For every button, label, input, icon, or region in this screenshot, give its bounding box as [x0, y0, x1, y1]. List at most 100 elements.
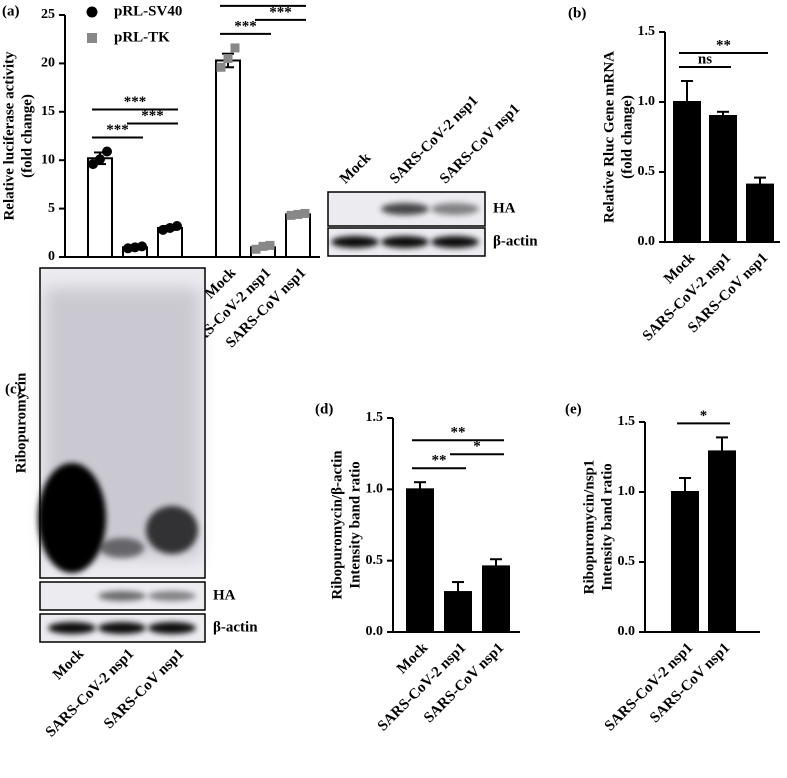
- band: [98, 622, 146, 634]
- bar: [708, 450, 736, 633]
- y-tick-label: 1.0: [366, 482, 384, 497]
- significance-label: **: [451, 425, 466, 441]
- data-point: [293, 209, 303, 219]
- panel-label: (c): [5, 381, 22, 397]
- blot-bands: [38, 288, 200, 573]
- panel-label: (d): [315, 401, 333, 417]
- row-label: β-actin: [213, 619, 258, 635]
- y-tick-label: 0.5: [638, 164, 656, 179]
- data-point: [102, 146, 112, 157]
- data-point: [230, 43, 240, 53]
- band: [98, 591, 146, 601]
- bar: [709, 115, 737, 243]
- y-tick-label: 1.5: [618, 414, 636, 429]
- data-point: [300, 208, 310, 218]
- band: [148, 591, 196, 601]
- bar: [746, 183, 774, 244]
- row-label: Ribopuromycin: [13, 372, 29, 473]
- y-axis-label: Ribopuromycin/nsp1: [581, 460, 597, 595]
- row-label: β-actin: [493, 233, 538, 249]
- y-axis-label: Intensity band ratio: [347, 461, 363, 589]
- bar: [482, 565, 510, 634]
- blot-bands: [98, 591, 196, 601]
- lane-label: Mock: [337, 150, 375, 188]
- y-axis-label: Intensity band ratio: [599, 463, 615, 591]
- y-tick-label: 1.5: [366, 410, 384, 425]
- band: [38, 463, 106, 573]
- y-tick-label: 1.0: [618, 484, 636, 499]
- significance-label: ns: [698, 51, 712, 67]
- data-point: [95, 154, 105, 165]
- band: [146, 506, 198, 554]
- y-tick-label: 1.0: [638, 94, 656, 109]
- data-point: [258, 241, 268, 251]
- legend-label: pRL-TK: [114, 29, 170, 45]
- row-label: HA: [213, 587, 236, 603]
- significance-label: ***: [106, 122, 129, 138]
- band: [381, 203, 429, 215]
- y-axis-label: (fold change): [619, 95, 635, 179]
- data-point: [223, 54, 233, 64]
- y-axis-label: Ribopuromycin/β-actin: [329, 450, 345, 600]
- lane-label: Mock: [50, 645, 88, 683]
- legend-marker: [86, 6, 98, 18]
- band: [148, 622, 196, 634]
- bar: [673, 101, 701, 243]
- significance-label: ***: [252, 0, 275, 6]
- significance-label: ***: [234, 18, 257, 34]
- data-point: [265, 240, 275, 250]
- bar: [671, 491, 699, 633]
- bar: [215, 59, 241, 258]
- y-tick-label: 20: [41, 56, 55, 71]
- significance-label: ***: [124, 94, 147, 110]
- band: [431, 236, 479, 248]
- y-axis-label: (fold change): [19, 94, 35, 178]
- band: [381, 236, 429, 248]
- significance-label: ***: [141, 108, 164, 124]
- data-point: [216, 62, 226, 72]
- y-tick-label: 0.5: [618, 554, 636, 569]
- data-point: [137, 241, 147, 252]
- bar: [444, 591, 472, 634]
- y-axis-label: Relative luciferase activity: [1, 51, 17, 221]
- band: [331, 236, 379, 248]
- significance-label: ***: [269, 4, 292, 20]
- band: [48, 622, 96, 634]
- band: [100, 538, 144, 558]
- blot-bands: [381, 203, 479, 215]
- significance-label: *: [473, 439, 481, 455]
- y-tick-label: 0: [48, 249, 55, 264]
- bar: [87, 157, 113, 259]
- panel-label: (b): [568, 5, 586, 21]
- y-tick-label: 1.5: [638, 24, 656, 39]
- panel-label: (a): [2, 3, 20, 19]
- bar: [285, 213, 311, 259]
- band: [431, 203, 479, 215]
- y-tick-label: 25: [41, 7, 55, 22]
- y-tick-label: 10: [41, 152, 55, 167]
- data-point: [251, 244, 261, 254]
- panel-label: (e): [565, 401, 582, 417]
- data-point: [286, 210, 296, 220]
- y-axis-label: Relative Rluc Gene mRNA: [601, 51, 617, 223]
- y-tick-label: 0.0: [638, 234, 656, 249]
- legend-label: pRL-SV40: [114, 3, 182, 19]
- y-tick-label: 0.0: [366, 624, 384, 639]
- legend-marker: [87, 33, 97, 43]
- y-tick-label: 0.0: [618, 624, 636, 639]
- bar: [406, 488, 434, 634]
- data-point: [172, 221, 182, 232]
- significance-label: *: [700, 408, 708, 424]
- significance-label: **: [432, 453, 447, 469]
- y-tick-label: 15: [41, 104, 55, 119]
- lane-label: SARS-CoV-2 nsp1: [43, 646, 138, 741]
- y-tick-label: 0.5: [366, 553, 384, 568]
- data-point: [88, 159, 98, 170]
- lane-label: SARS-CoV-2 nsp1: [387, 93, 482, 188]
- y-tick-label: 5: [48, 201, 55, 216]
- blot-bands: [48, 622, 196, 634]
- row-label: HA: [493, 200, 516, 216]
- blot-bands: [331, 236, 479, 248]
- significance-label: **: [716, 37, 731, 53]
